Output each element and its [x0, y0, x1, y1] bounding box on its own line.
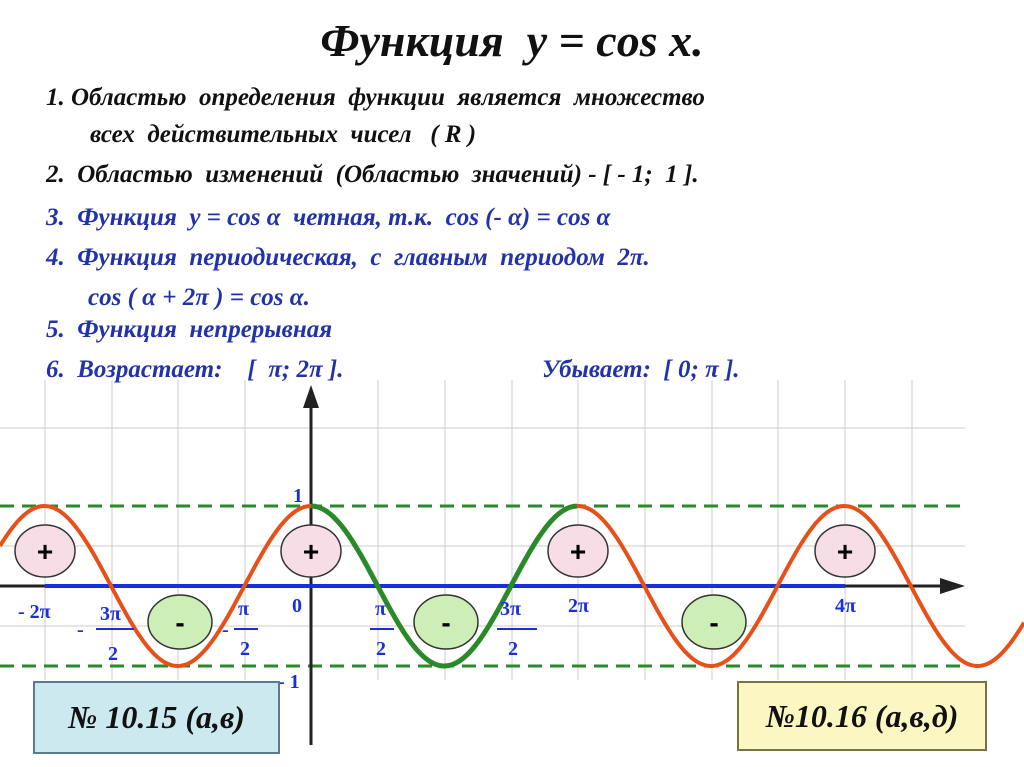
- x-label-3pi2-den: 2: [508, 638, 518, 660]
- x-label-minus-pi2-den: 2: [240, 638, 250, 660]
- plus-marker: +: [547, 524, 609, 578]
- svg-text:+: +: [37, 536, 53, 567]
- property-6-increase: 6. Возрастает: [ π; 2π ].: [46, 356, 344, 383]
- x-label-pi2-num: π: [375, 598, 386, 620]
- plus-marker: +: [14, 524, 76, 578]
- x-label-minus-3pi2-sign: -: [77, 619, 84, 641]
- property-2: 2. Областью изменений (Областью значений…: [46, 161, 699, 188]
- x-label-minus-pi2-sign: -: [222, 619, 229, 641]
- x-label-minus-2pi: - 2π: [18, 601, 51, 623]
- property-4-line-1: 4. Функция периодическая, с главным пери…: [46, 244, 650, 271]
- minus-marker: -: [413, 594, 479, 650]
- property-3: 3. Функция у = cos α четная, т.к. cos (-…: [46, 204, 611, 231]
- svg-text:+: +: [570, 536, 586, 567]
- svg-text:-: -: [441, 607, 450, 638]
- property-6-decrease: Убывает: [ 0; π ].: [542, 356, 740, 383]
- y-label-minus-1: - 1: [278, 671, 300, 693]
- x-label-4pi: 4π: [835, 595, 856, 617]
- highlighted-period-curve: [310, 503, 578, 669]
- property-1-line-2: всех действительных чисел ( R ): [90, 121, 477, 148]
- minus-marker: -: [681, 594, 747, 650]
- x-label-3pi2-num: 3π: [500, 598, 521, 620]
- x-label-2pi: 2π: [568, 595, 589, 617]
- svg-text:+: +: [837, 536, 853, 567]
- page-title: Функция y = cos x.: [320, 15, 704, 66]
- y-label-1: 1: [293, 485, 303, 507]
- task-box-left: № 10.15 (а,в): [33, 681, 280, 754]
- minus-marker: -: [147, 594, 213, 650]
- x-label-minus-3pi2-den: 2: [108, 643, 118, 665]
- svg-text:+: +: [303, 536, 319, 567]
- svg-text:-: -: [709, 607, 718, 638]
- x-label-minus-3pi2-num: 3π: [100, 603, 121, 625]
- property-1-line-1: 1. Областью определения функции является…: [46, 84, 705, 111]
- task-box-right: №10.16 (а,в,д): [737, 681, 987, 751]
- plus-marker: +: [280, 524, 342, 578]
- x-label-minus-pi2-num: π: [238, 598, 249, 620]
- plus-marker: +: [814, 524, 876, 578]
- cosine-graph: + + + + - - - 1 - 1 - 2π - 3π 2 - π 2 0: [0, 380, 1024, 745]
- x-axis-arrow: [940, 578, 965, 594]
- x-label-pi2-den: 2: [376, 638, 386, 660]
- x-label-zero: 0: [292, 595, 302, 617]
- property-4-line-2: cos ( α + 2π ) = cos α.: [88, 284, 310, 311]
- svg-text:-: -: [175, 607, 184, 638]
- property-5: 5. Функция непрерывная: [46, 316, 333, 343]
- y-axis-arrow: [303, 385, 319, 408]
